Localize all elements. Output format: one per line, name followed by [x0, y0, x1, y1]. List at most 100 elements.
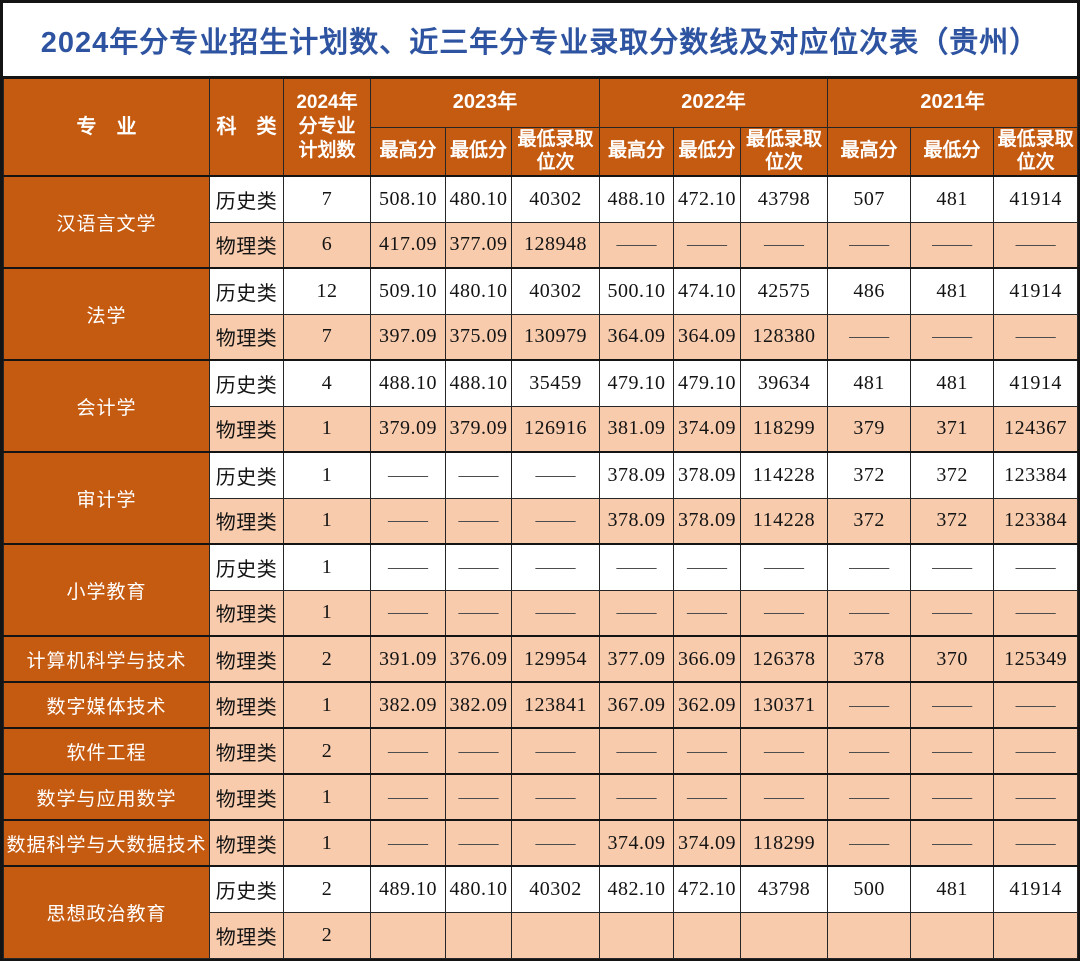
max-score-2022-cell: 479.10 — [599, 359, 675, 407]
table-row: 物理类 1 —— —— —— 378.09 378.09 114228 372 372 123384 — [4, 497, 1079, 545]
max-score-2021-cell: 372 — [827, 497, 912, 545]
max-score-2023-cell: —— — [370, 543, 446, 591]
max-score-2022-cell: 367.09 — [599, 681, 675, 729]
min-score-2022-cell: —— — [673, 543, 742, 591]
max-score-2021-cell: —— — [827, 681, 912, 729]
min-score-2023-cell: —— — [445, 497, 512, 545]
min-rank-2023-cell: 129954 — [510, 635, 601, 683]
max-score-2022-cell: 381.09 — [599, 405, 675, 453]
table-row: 审计学 历史类 1 —— —— —— 378.09 378.09 114228 372 372 123… — [3, 451, 1079, 545]
min-rank-2022-cell: 114228 — [740, 497, 829, 545]
table-row: 汉语言文学 历史类 7 508.10 480.10 40302 488.10 472.10 43… — [3, 175, 1079, 269]
min-rank-2022-cell: —— — [740, 543, 829, 591]
min-score-2021-cell: 481 — [910, 175, 995, 223]
min-score-2023-cell: 377.09 — [445, 221, 512, 269]
plan-count-cell: 1 — [283, 451, 371, 499]
category-cell: 历史类 — [209, 451, 284, 499]
table-row: 小学教育 历史类 1 —— —— —— —— —— —— —— —— —— — [3, 543, 1079, 637]
category-cell: 物理类 — [209, 681, 284, 729]
min-rank-2022-cell: 42575 — [740, 267, 829, 315]
min-score-2022-cell: 472.10 — [673, 865, 742, 913]
min-rank-2023-cell — [510, 911, 601, 959]
category-cell: 物理类 — [209, 911, 284, 959]
table-row: 会计学 历史类 4 488.10 488.10 35459 479.10 479.10 3963… — [3, 359, 1079, 453]
max-score-2021-cell: —— — [827, 543, 912, 591]
min-score-2023-cell: 480.10 — [445, 865, 512, 913]
min-rank-2021-cell: 41914 — [993, 865, 1079, 913]
min-score-2022-cell: —— — [673, 727, 742, 775]
col-header-min-rank-2022: 最低录取 位次 — [740, 126, 829, 177]
table-row: 思想政治教育 历史类 2 489.10 480.10 40302 482.10 472.10 4… — [3, 865, 1079, 959]
min-rank-2023-cell: —— — [510, 819, 601, 867]
plan-count-cell: 1 — [283, 773, 371, 821]
category-cell: 历史类 — [209, 865, 284, 913]
min-score-2022-cell: 378.09 — [673, 497, 742, 545]
min-score-2023-cell: —— — [445, 727, 512, 775]
major-name-cell: 小学教育 — [3, 543, 210, 637]
plan-count-cell: 4 — [283, 359, 371, 407]
min-rank-2021-cell: —— — [993, 773, 1079, 821]
header-row-metrics: 最高分 最低分 最低录取 位次 最高分 最低分 最低录取 位次 最高分 最低分 … — [4, 126, 1079, 177]
min-rank-2021-cell — [993, 911, 1079, 959]
page-title: 2024年分专业招生计划数、近三年分专业录取分数线及对应位次表（贵州） — [40, 26, 1040, 59]
min-rank-2021-cell: —— — [993, 543, 1079, 591]
col-header-plan2024: 2024年 分专业 计划数 — [283, 79, 371, 177]
min-rank-2023-cell: 40302 — [510, 865, 601, 913]
table-row: 数学与应用数学 物理类 1 —— —— —— —— —— —— —— —— —— — [3, 773, 1079, 821]
plan-count-cell: 2 — [283, 727, 371, 775]
table-row: 计算机科学与技术 物理类 2 391.09 376.09 129954 377.09 366.… — [3, 635, 1079, 683]
max-score-2022-cell — [599, 911, 675, 959]
plan-count-cell: 7 — [283, 175, 371, 223]
category-cell: 物理类 — [209, 819, 284, 867]
max-score-2022-cell: 500.10 — [599, 267, 675, 315]
major-name-cell: 汉语言文学 — [3, 175, 210, 269]
admissions-table: 专 业 科 类 2024年 分专业 计划数 2023年 2022年 2021年 … — [3, 79, 1079, 959]
min-rank-2021-cell: —— — [993, 589, 1079, 637]
max-score-2022-cell: 364.09 — [599, 313, 675, 361]
min-rank-2023-cell: 40302 — [510, 175, 601, 223]
max-score-2021-cell: 481 — [827, 359, 912, 407]
col-header-min-score-2023: 最低分 — [445, 126, 512, 177]
max-score-2021-cell: —— — [827, 727, 912, 775]
plan-count-cell: 1 — [283, 819, 371, 867]
table-row: 数字媒体技术 物理类 1 382.09 382.09 123841 367.09 362.09… — [3, 681, 1079, 729]
col-header-major: 专 业 — [3, 79, 210, 177]
major-name-cell: 会计学 — [3, 359, 210, 453]
min-rank-2022-cell — [740, 911, 829, 959]
min-rank-2023-cell: —— — [510, 497, 601, 545]
table-row: 法学 历史类 12 509.10 480.10 40302 500.10 474.10 4257… — [3, 267, 1079, 361]
max-score-2022-cell: 377.09 — [599, 635, 675, 683]
min-score-2022-cell — [673, 911, 742, 959]
major-name-cell: 数字媒体技术 — [3, 681, 210, 729]
major-name-cell: 数据科学与大数据技术 — [3, 819, 210, 867]
min-rank-2023-cell: —— — [510, 773, 601, 821]
min-score-2021-cell: —— — [910, 819, 995, 867]
min-rank-2021-cell: —— — [993, 221, 1079, 269]
max-score-2023-cell: —— — [370, 819, 446, 867]
min-rank-2022-cell: 130371 — [740, 681, 829, 729]
min-score-2023-cell: 480.10 — [445, 175, 512, 223]
min-score-2021-cell: —— — [910, 589, 995, 637]
table-row: 物理类 6 417.09 377.09 128948 —— —— —— —— —— —— — [4, 221, 1079, 269]
table-row: 软件工程 物理类 2 —— —— —— —— —— —— —— —— —— — [3, 727, 1079, 775]
max-score-2021-cell: —— — [827, 221, 912, 269]
min-score-2023-cell: 382.09 — [445, 681, 512, 729]
min-score-2022-cell: 378.09 — [673, 451, 742, 499]
min-rank-2021-cell: 41914 — [993, 175, 1079, 223]
min-rank-2022-cell: 126378 — [740, 635, 829, 683]
min-score-2022-cell: 374.09 — [673, 405, 742, 453]
min-rank-2021-cell: 123384 — [993, 497, 1079, 545]
max-score-2022-cell: 378.09 — [599, 497, 675, 545]
plan-count-cell: 1 — [283, 589, 371, 637]
max-score-2023-cell: 379.09 — [370, 405, 446, 453]
max-score-2021-cell: 379 — [827, 405, 912, 453]
max-score-2021-cell: —— — [827, 313, 912, 361]
min-rank-2021-cell: —— — [993, 681, 1079, 729]
col-header-max-score-2021: 最高分 — [827, 126, 912, 177]
min-score-2022-cell: —— — [673, 589, 742, 637]
col-header-year-2022: 2022年 — [599, 79, 829, 128]
min-score-2022-cell: 474.10 — [673, 267, 742, 315]
max-score-2022-cell: 374.09 — [599, 819, 675, 867]
min-rank-2023-cell: —— — [510, 543, 601, 591]
col-header-max-score-2023: 最高分 — [370, 126, 446, 177]
